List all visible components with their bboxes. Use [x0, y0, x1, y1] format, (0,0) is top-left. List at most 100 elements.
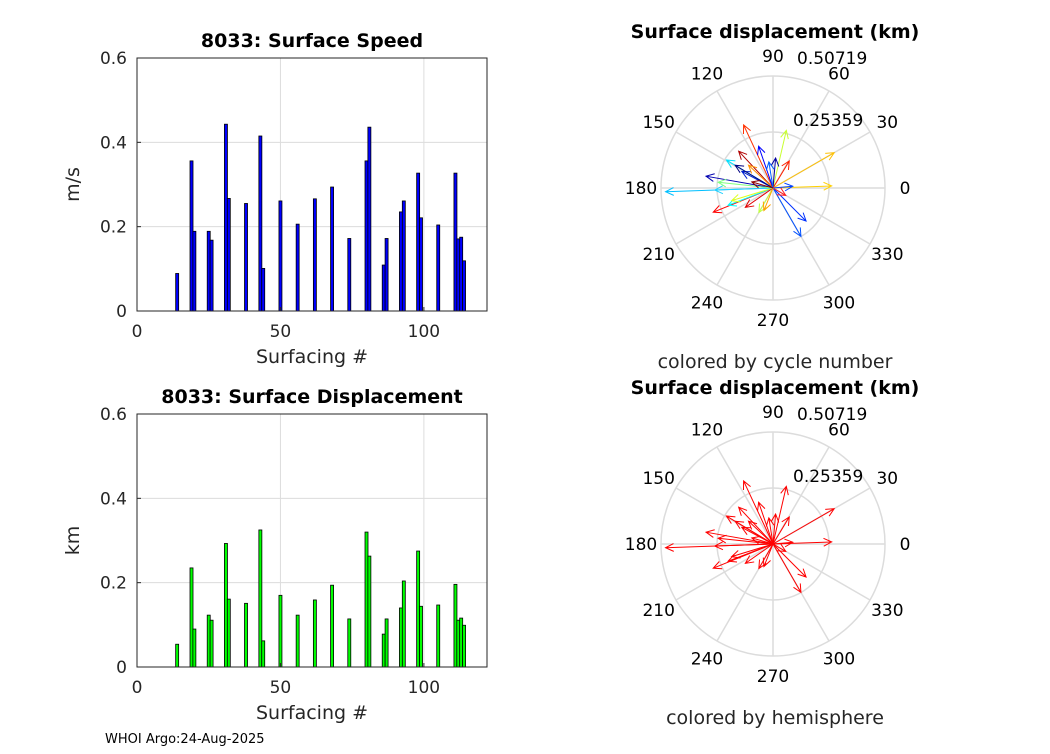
theta-tick-label: 150: [642, 469, 674, 489]
vector-arrow: [744, 543, 774, 565]
vector-arrow: [713, 185, 774, 195]
vector-arrow: [713, 541, 774, 551]
bar: [244, 602, 248, 668]
vector-arrow: [747, 520, 774, 545]
theta-tick-label: 60: [828, 421, 850, 441]
bar-chart-0: 0 50 100 0 0.2 0.4 0.6 8033: Surface Speed Surfa…: [62, 30, 488, 368]
vector-arrow: [772, 187, 807, 222]
vector-arrow: [772, 181, 833, 191]
bar: [312, 599, 317, 668]
x-axis-label: Surfacing #: [256, 702, 368, 724]
theta-tick-label: 30: [876, 469, 898, 489]
vector-arrow: [742, 479, 774, 545]
r-tick-label: 0.50719: [797, 405, 867, 425]
theta-tick-label: 210: [642, 245, 674, 265]
vector-arrow: [772, 485, 789, 545]
vector-arrow: [765, 160, 775, 189]
theta-tick-label: 150: [642, 113, 674, 133]
theta-tick-label: 180: [625, 179, 657, 199]
x-tick-label: 100: [408, 678, 440, 698]
vector-arrow: [772, 538, 794, 548]
bar: [462, 624, 466, 668]
bar: [384, 238, 389, 312]
bar: [261, 640, 266, 668]
y-tick-label: 0: [116, 302, 127, 322]
theta-tick-label: 30: [876, 113, 898, 133]
chart-title: Surface displacement (km): [631, 21, 920, 43]
theta-tick-label: 210: [642, 601, 674, 621]
x-tick-label: 50: [270, 678, 292, 698]
vector-arrow: [772, 182, 794, 192]
bar: [278, 594, 283, 668]
bar: [330, 584, 334, 668]
vector-arrow: [772, 515, 790, 545]
vector-arrow: [772, 508, 836, 545]
axes-box: [136, 57, 488, 312]
plot-area: [137, 58, 487, 311]
chart-subtitle: colored by hemisphere: [666, 707, 884, 729]
polar-chart-1: 0 30 60 90 120 150 180 210 240 270 300 330 0.50719 0.…: [625, 21, 920, 373]
theta-tick-label: 240: [691, 649, 723, 669]
chart-subtitle: colored by cycle number: [658, 351, 893, 373]
chart-title: 8033: Surface Speed: [201, 30, 423, 52]
bar-chart-2: 0 50 100 0 0.2 0.4 0.6 8033: Surface Displaceme…: [62, 386, 488, 724]
bar: [312, 198, 317, 312]
y-tick-label: 0.4: [100, 489, 127, 509]
vector-arrow: [772, 543, 802, 594]
y-axis-label: m/s: [62, 167, 84, 202]
y-axis-label: km: [62, 526, 84, 556]
vector-arrow: [742, 123, 774, 189]
bar: [462, 260, 466, 312]
theta-tick-label: 270: [757, 667, 789, 687]
bar: [367, 126, 372, 312]
bar: [175, 273, 180, 312]
theta-tick-label: 0: [900, 179, 911, 199]
bar: [401, 200, 406, 312]
x-axis-label: Surfacing #: [256, 346, 368, 368]
vector-arrow: [762, 543, 774, 568]
chart-title: 8033: Surface Displacement: [161, 386, 463, 408]
x-tick-label: 50: [270, 322, 292, 342]
vector-arrow: [770, 512, 780, 545]
bar: [436, 224, 441, 312]
y-tick-label: 0.4: [100, 133, 127, 153]
vector-arrow: [772, 159, 790, 189]
vector-arrow: [772, 187, 802, 238]
bar: [436, 604, 441, 668]
bar: [209, 239, 214, 312]
vector-arrow: [772, 543, 787, 552]
bar: [419, 605, 423, 668]
vector-arrow: [772, 537, 833, 547]
theta-tick-label: 270: [757, 311, 789, 331]
theta-tick-label: 120: [691, 421, 723, 441]
bar: [401, 580, 406, 668]
theta-tick-label: 330: [871, 245, 903, 265]
bar: [330, 186, 334, 312]
bar: [175, 643, 180, 668]
bar: [347, 618, 352, 668]
r-tick-label: 0.50719: [797, 49, 867, 69]
chart-title: Surface displacement (km): [631, 377, 920, 399]
vector-arrow: [744, 187, 774, 209]
bar: [192, 628, 197, 668]
x-tick-label: 0: [132, 322, 143, 342]
vector-arrow: [757, 145, 774, 189]
vector-arrow: [734, 520, 774, 545]
bar: [261, 268, 266, 312]
theta-tick-label: 120: [691, 65, 723, 85]
vector-arrow: [772, 187, 787, 196]
theta-tick-label: 180: [625, 535, 657, 555]
vector-arrow: [770, 156, 780, 189]
bar: [192, 230, 197, 312]
theta-tick-label: 330: [871, 601, 903, 621]
y-tick-label: 0.6: [100, 49, 127, 69]
vector-arrow: [772, 152, 836, 189]
theta-tick-label: 300: [823, 293, 855, 313]
vector-arrow: [747, 164, 774, 189]
vector-arrow: [704, 173, 774, 189]
footer-label: WHOI Argo:24-Aug-2025: [105, 732, 265, 747]
theta-tick-label: 60: [828, 65, 850, 85]
vector-arrow: [730, 187, 774, 203]
x-tick-label: 0: [132, 678, 143, 698]
